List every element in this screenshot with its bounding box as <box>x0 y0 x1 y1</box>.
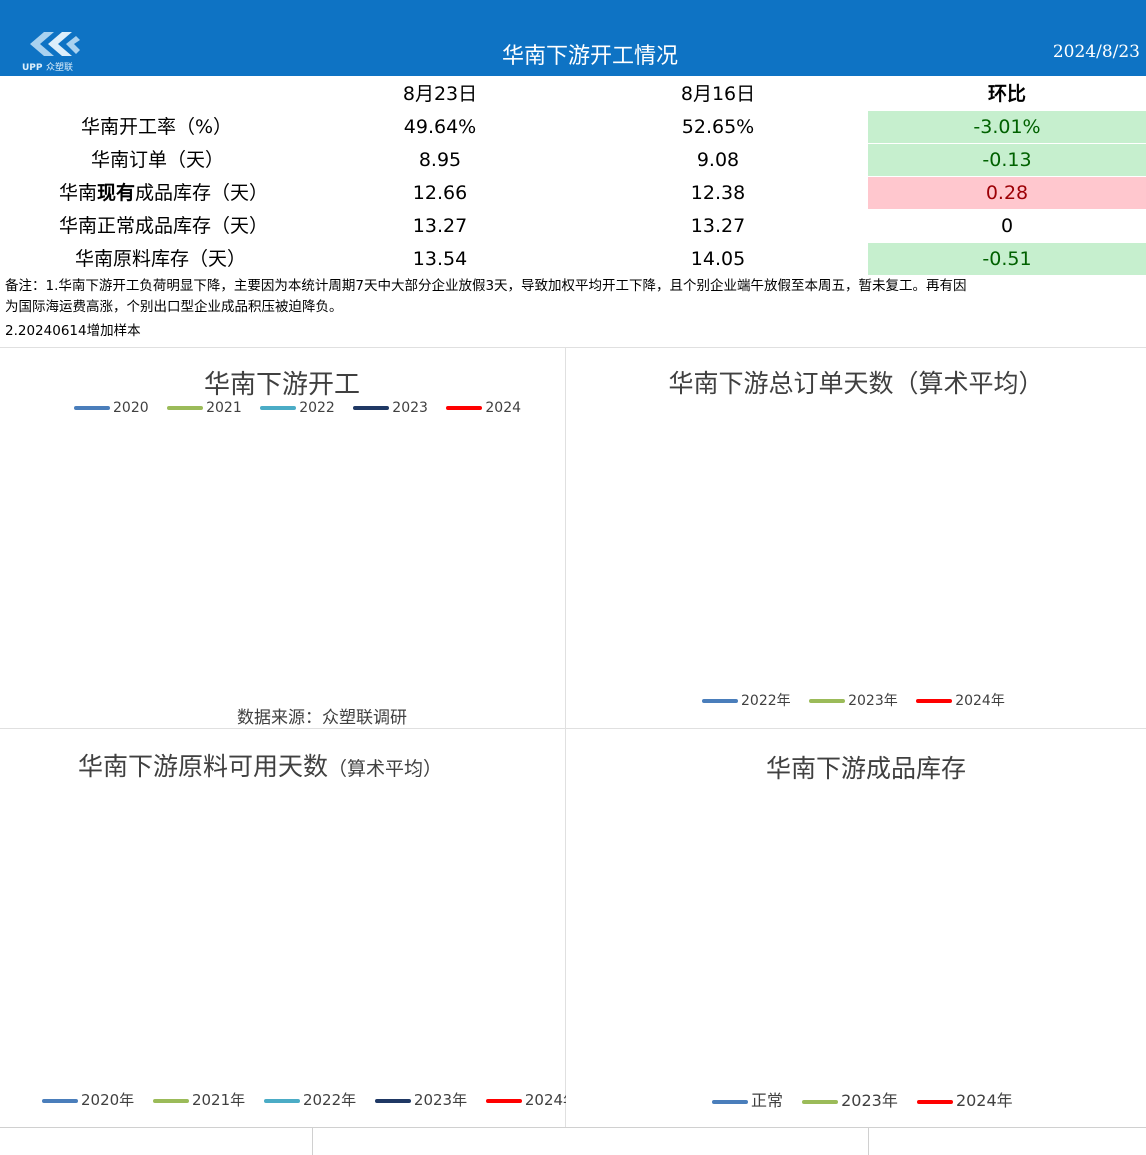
logo-text: 众塑联 <box>46 62 73 73</box>
chart-plot-orders: 0.002.004.006.008.0010.0012.0014.001/12/… <box>566 348 1146 678</box>
run-rate-change: -3.01% <box>868 111 1146 143</box>
legend-item: 正常 <box>712 1087 783 1111</box>
legend-item: 2023 <box>353 400 428 416</box>
row-label-normal-stock: 华南正常成品库存（天） <box>58 215 268 237</box>
label-part-bold: 现有 <box>96 182 135 204</box>
chart-legend: 2020年 2021年 2022年 2023年 2024年 <box>42 1089 592 1110</box>
chart-panel-raw-material: 华南下游原料可用天数（算术平均） -5.000.005.0010.0015.00… <box>0 729 578 1127</box>
chart-plot-raw-material: -5.000.005.0010.0015.0020.0025.001/12/13… <box>0 729 564 1079</box>
chart-plot-run-rate: 0.00%20.00%40.00%60.00%80.00%100.00%1/12… <box>0 348 564 694</box>
chart-panel-run-rate: 华南下游开工 2020 2021 2022 2023 2024 0.00%20.… <box>0 348 564 728</box>
column-header-previous: 8月16日 <box>680 83 756 105</box>
legend-item: 2021 <box>167 400 242 416</box>
legend-item: 2024年 <box>916 690 1005 710</box>
existing-stock-previous: 12.38 <box>690 182 746 204</box>
report-header: UPP 众塑联 华南下游开工情况 2024/8/23 <box>0 0 1146 76</box>
chart-plot-finished-goods: 10.0011.0012.0013.0014.0015.0016.0017.00… <box>566 729 1146 1079</box>
normal-stock-current: 13.27 <box>412 215 468 237</box>
chart-title: 华南下游原料可用天数（算术平均） <box>78 747 442 783</box>
note-line-3: 2.20240614增加样本 <box>5 323 141 339</box>
note-line-2: 为国际海运费高涨，个别出口型企业成品积压被迫降负。 <box>5 299 343 315</box>
normal-stock-previous: 13.27 <box>690 215 746 237</box>
legend-item: 2022年 <box>702 690 791 710</box>
legend-item: 2024 <box>446 400 521 416</box>
run-rate-previous: 52.65% <box>681 116 755 138</box>
chart-legend: 2020 2021 2022 2023 2024 <box>74 400 535 416</box>
run-rate-current: 49.64% <box>403 116 477 138</box>
column-header-change: 环比 <box>987 83 1026 105</box>
company-logo: UPP 众塑联 <box>22 32 80 73</box>
legend-item: 2022年 <box>263 1089 356 1110</box>
existing-stock-change: 0.28 <box>868 177 1146 209</box>
legend-item: 2022 <box>260 400 335 416</box>
chart-legend: 正常 2023年 2024年 <box>712 1087 1027 1111</box>
chart-source: 数据来源：众塑联调研 <box>237 708 407 728</box>
existing-stock-current: 12.66 <box>412 182 468 204</box>
column-header-current: 8月23日 <box>402 83 478 105</box>
raw-stock-previous: 14.05 <box>690 248 746 270</box>
label-part: 华南 <box>58 182 97 204</box>
row-label-orders: 华南订单（天） <box>90 149 224 171</box>
orders-change: -0.13 <box>868 144 1146 176</box>
legend-item: 2020 <box>74 400 149 416</box>
legend-item: 2024年 <box>916 1087 1013 1111</box>
chart-title: 华南下游总订单天数（算术平均） <box>668 369 1044 398</box>
legend-item: 2021年 <box>152 1089 245 1110</box>
chart-panel-finished-goods: 华南下游成品库存 10.0011.0012.0013.0014.0015.001… <box>566 729 1146 1127</box>
legend-item: 2023年 <box>809 690 898 710</box>
report-date: 2024/8/23 <box>1052 42 1140 62</box>
chart-title: 华南下游开工 <box>203 370 360 400</box>
legend-item: 2024年 <box>485 1089 578 1110</box>
legend-item: 2023年 <box>374 1089 467 1110</box>
svg-text:UPP: UPP <box>22 63 43 73</box>
note-line-1: 备注：1.华南下游开工负荷明显下降，主要因为本统计周期7天中大部分企业放假3天，… <box>5 278 967 294</box>
raw-stock-change: -0.51 <box>868 243 1146 275</box>
chart-legend: 2022年 2023年 2024年 <box>702 690 1019 710</box>
legend-item: 2020年 <box>42 1089 134 1110</box>
chart-panel-orders: 华南下游总订单天数（算术平均） 0.002.004.006.008.0010.0… <box>566 348 1146 728</box>
raw-stock-current: 13.54 <box>412 248 468 270</box>
orders-current: 8.95 <box>418 149 462 171</box>
label-part: 成品库存（天） <box>134 182 268 204</box>
row-label-run-rate: 华南开工率（%） <box>80 116 232 138</box>
row-label-raw-stock: 华南原料库存（天） <box>74 248 246 270</box>
chart-title-suffix: （算术平均） <box>328 758 443 780</box>
chart-title: 华南下游成品库存 <box>765 754 966 783</box>
legend-item: 2023年 <box>802 1087 898 1111</box>
row-label-existing-stock: 华南现有成品库存（天） <box>0 177 268 209</box>
chart-title-main: 华南下游原料可用天数 <box>78 752 329 781</box>
normal-stock-change: 0 <box>1000 215 1014 237</box>
orders-previous: 9.08 <box>696 149 740 171</box>
report-title: 华南下游开工情况 <box>501 44 678 69</box>
